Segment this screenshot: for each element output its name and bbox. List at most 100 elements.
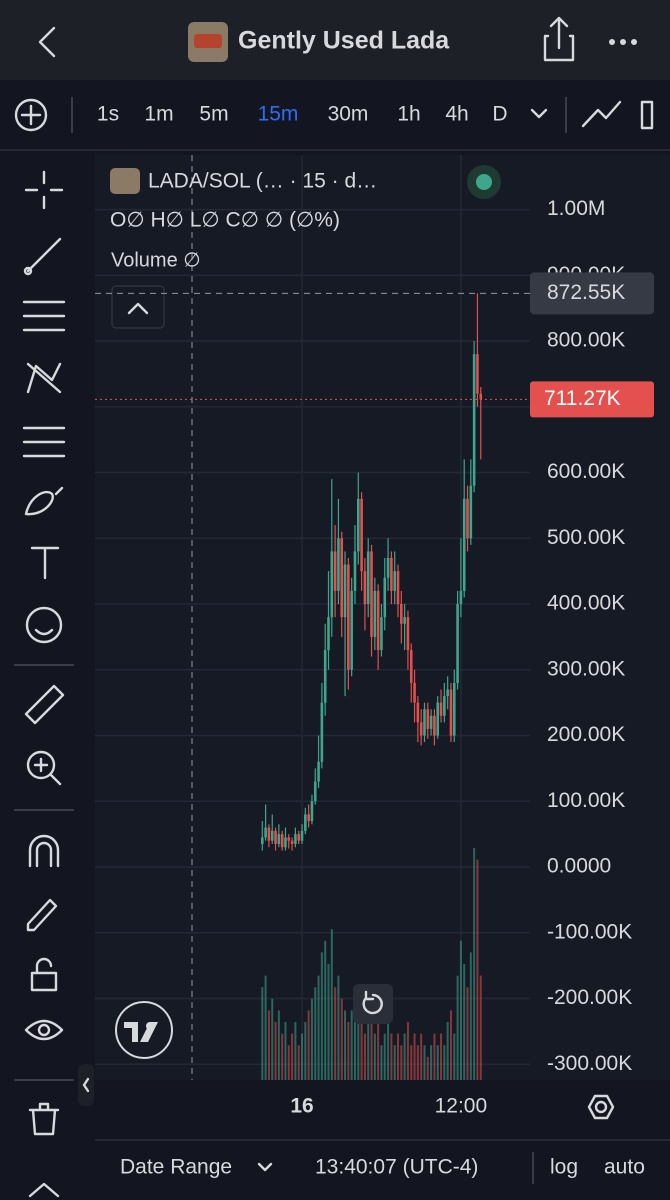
timeframe-button[interactable]: 15m	[258, 103, 299, 126]
candle-body	[429, 715, 433, 729]
settings-button[interactable]	[594, 1100, 608, 1114]
candle-body	[446, 689, 449, 697]
reset-chart[interactable]	[353, 984, 393, 1024]
candle-body	[323, 650, 327, 703]
y-tick-label: -300.00K	[547, 1052, 632, 1075]
y-tick-label: -200.00K	[547, 986, 632, 1009]
candle-body	[284, 837, 287, 848]
zoom-tool[interactable]	[26, 750, 56, 780]
log-toggle[interactable]: log	[550, 1156, 578, 1179]
market-status-dot	[476, 174, 492, 190]
candle-body	[380, 617, 383, 651]
brush-tool[interactable]	[24, 486, 64, 516]
volume-bar	[413, 1033, 416, 1080]
candle-body	[423, 709, 426, 736]
candle-body	[436, 702, 440, 736]
candle-body	[340, 538, 344, 618]
candle-body	[433, 715, 436, 736]
more-tools[interactable]	[28, 1182, 60, 1198]
volume-bar	[310, 998, 313, 1080]
auto-toggle[interactable]: auto	[604, 1156, 645, 1179]
volume-bar	[320, 952, 323, 1080]
volume-bar	[291, 1033, 294, 1080]
visibility-tool[interactable]	[24, 1019, 64, 1041]
volume-bar	[387, 1022, 390, 1080]
collapse-legend[interactable]	[111, 285, 165, 329]
volume-bar	[449, 1010, 452, 1080]
fib-tool[interactable]	[22, 300, 66, 332]
date-range-button[interactable]: Date Range	[120, 1156, 232, 1179]
candle-body	[337, 538, 340, 591]
candle-body	[313, 781, 317, 802]
candle-body	[353, 551, 357, 591]
tradingview-logo[interactable]	[115, 1001, 173, 1059]
candle-body	[274, 830, 277, 844]
volume-bar	[360, 1022, 363, 1080]
volume-bar	[433, 1033, 436, 1080]
y-tick-label: 500.00K	[547, 526, 625, 549]
volume-bar	[350, 1010, 353, 1080]
volume-bar	[416, 1045, 419, 1080]
timeframe-button[interactable]: 1s	[97, 103, 119, 126]
candle-body	[456, 604, 459, 683]
volume-bar	[430, 1045, 433, 1080]
add-indicator-icon	[20, 104, 42, 126]
y-tick-label: 300.00K	[547, 657, 625, 680]
projection-tool[interactable]	[22, 426, 66, 458]
candle-body	[261, 837, 264, 844]
crosshair-tool[interactable]	[24, 170, 64, 210]
volume-bars	[261, 848, 482, 1080]
timeframe-dropdown[interactable]	[530, 108, 548, 119]
collapse-legend-icon	[127, 302, 149, 315]
candle-body	[396, 571, 400, 605]
legend-ohlc: O∅ H∅ L∅ C∅ ∅ (∅%)	[110, 209, 340, 232]
drawing-tools	[14, 170, 74, 1136]
y-tick-label: 0.0000	[547, 855, 611, 878]
delete-tool[interactable]	[28, 1102, 60, 1136]
timeframe-button[interactable]: 30m	[328, 103, 369, 126]
volume-bar	[353, 998, 356, 1080]
share-button[interactable]	[543, 16, 575, 62]
collapse-toolbar[interactable]	[78, 1064, 94, 1106]
volume-bar	[420, 1033, 423, 1080]
candle-body	[439, 702, 443, 716]
candle-body	[400, 604, 403, 624]
unlock-tool[interactable]	[30, 957, 58, 992]
emoji-smile	[34, 628, 54, 636]
candle-body	[452, 682, 456, 736]
lock-drawing-tool[interactable]	[26, 898, 58, 932]
candle-body	[294, 834, 297, 844]
emoji-tool[interactable]	[25, 606, 63, 644]
candle-body	[459, 590, 463, 605]
candle-body	[297, 834, 301, 841]
timeframe-button[interactable]: 4h	[445, 103, 468, 126]
volume-bar	[347, 1022, 350, 1080]
magnet-tool[interactable]	[28, 834, 60, 868]
x-tick-label: 12:00	[435, 1095, 488, 1118]
grid	[95, 155, 530, 1080]
text-tool[interactable]	[30, 546, 60, 580]
candle-body	[472, 354, 476, 486]
candle-body	[363, 571, 367, 605]
token-avatar-car	[194, 34, 222, 48]
volume-bar	[284, 1022, 287, 1080]
volume-bar	[426, 1056, 429, 1080]
more-button[interactable]	[609, 39, 637, 45]
line-tool[interactable]	[23, 237, 62, 276]
timeframe-button[interactable]: 1m	[144, 103, 173, 126]
ruler-tool[interactable]	[24, 684, 65, 725]
clock: 13:40:07 (UTC-4)	[315, 1156, 478, 1179]
back-button[interactable]	[38, 26, 56, 58]
pattern-tool[interactable]	[26, 362, 62, 394]
volume-bar	[459, 940, 462, 1080]
timeframe-button[interactable]: 5m	[199, 103, 228, 126]
chart-style[interactable]	[581, 100, 622, 128]
volume-bar	[380, 1045, 383, 1080]
volume-bar	[340, 998, 343, 1080]
volume-bar	[383, 1033, 386, 1080]
add-indicator[interactable]	[14, 98, 48, 132]
candle-body	[386, 558, 390, 578]
timeframe-button[interactable]: D	[492, 103, 507, 126]
timeframe-button[interactable]: 1h	[397, 103, 420, 126]
candle-style[interactable]	[640, 100, 654, 130]
